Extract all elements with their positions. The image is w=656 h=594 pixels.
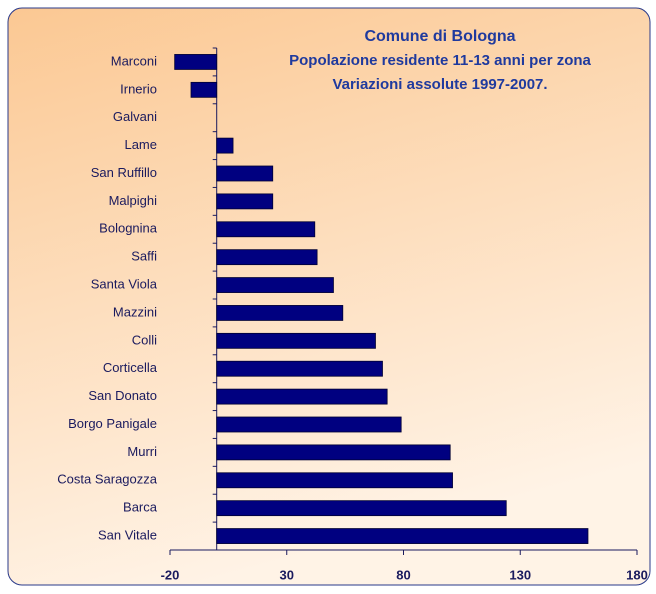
y-tick-label: Murri: [127, 444, 157, 459]
bar: [216, 416, 402, 433]
y-tick-label: Barca: [123, 500, 158, 515]
y-tick-label: San Vitale: [98, 527, 157, 542]
bar: [216, 388, 388, 405]
bar: [216, 444, 451, 461]
y-tick-label: San Donato: [88, 388, 157, 403]
bar: [216, 193, 274, 210]
bar: [216, 137, 234, 154]
y-tick-label: Malpighi: [109, 193, 158, 208]
y-tick-label: Santa Viola: [91, 276, 158, 291]
bar: [216, 249, 318, 266]
y-tick-label: Corticella: [103, 360, 158, 375]
y-tick-label: Irnerio: [120, 81, 157, 96]
y-tick-label: Bolognina: [99, 221, 158, 236]
bar: [216, 472, 453, 489]
chart-background: [7, 7, 651, 586]
bar: [216, 221, 316, 238]
bar: [216, 305, 344, 321]
chart-title: Comune di Bologna: [364, 28, 515, 45]
y-tick-label: Colli: [132, 332, 157, 347]
bar: [216, 500, 507, 517]
bar: [216, 360, 383, 377]
y-tick-label: Costa Saragozza: [57, 472, 157, 487]
bar: [216, 277, 334, 293]
chart-subtitle: Variazioni assolute 1997-2007.: [332, 76, 547, 93]
y-tick-label: Borgo Panigale: [68, 416, 157, 431]
x-tick-label: 180: [626, 567, 648, 582]
y-tick-label: Galvani: [113, 109, 157, 124]
bar: [216, 165, 274, 182]
bar: [216, 528, 589, 544]
x-tick-label: 30: [280, 567, 294, 582]
bar: [190, 81, 218, 98]
y-tick-label: Mazzini: [113, 304, 157, 319]
bar: [216, 332, 376, 349]
y-tick-label: Saffi: [131, 249, 157, 264]
x-tick-label: 130: [509, 567, 531, 582]
y-tick-label: Marconi: [111, 53, 157, 68]
x-tick-label: -20: [161, 567, 180, 582]
chart-subtitle: Popolazione residente 11-13 anni per zon…: [289, 52, 591, 69]
y-tick-label: Lame: [124, 137, 157, 152]
y-tick-label: San Ruffillo: [91, 165, 157, 180]
x-tick-label: 80: [396, 567, 410, 582]
bar: [174, 54, 218, 70]
